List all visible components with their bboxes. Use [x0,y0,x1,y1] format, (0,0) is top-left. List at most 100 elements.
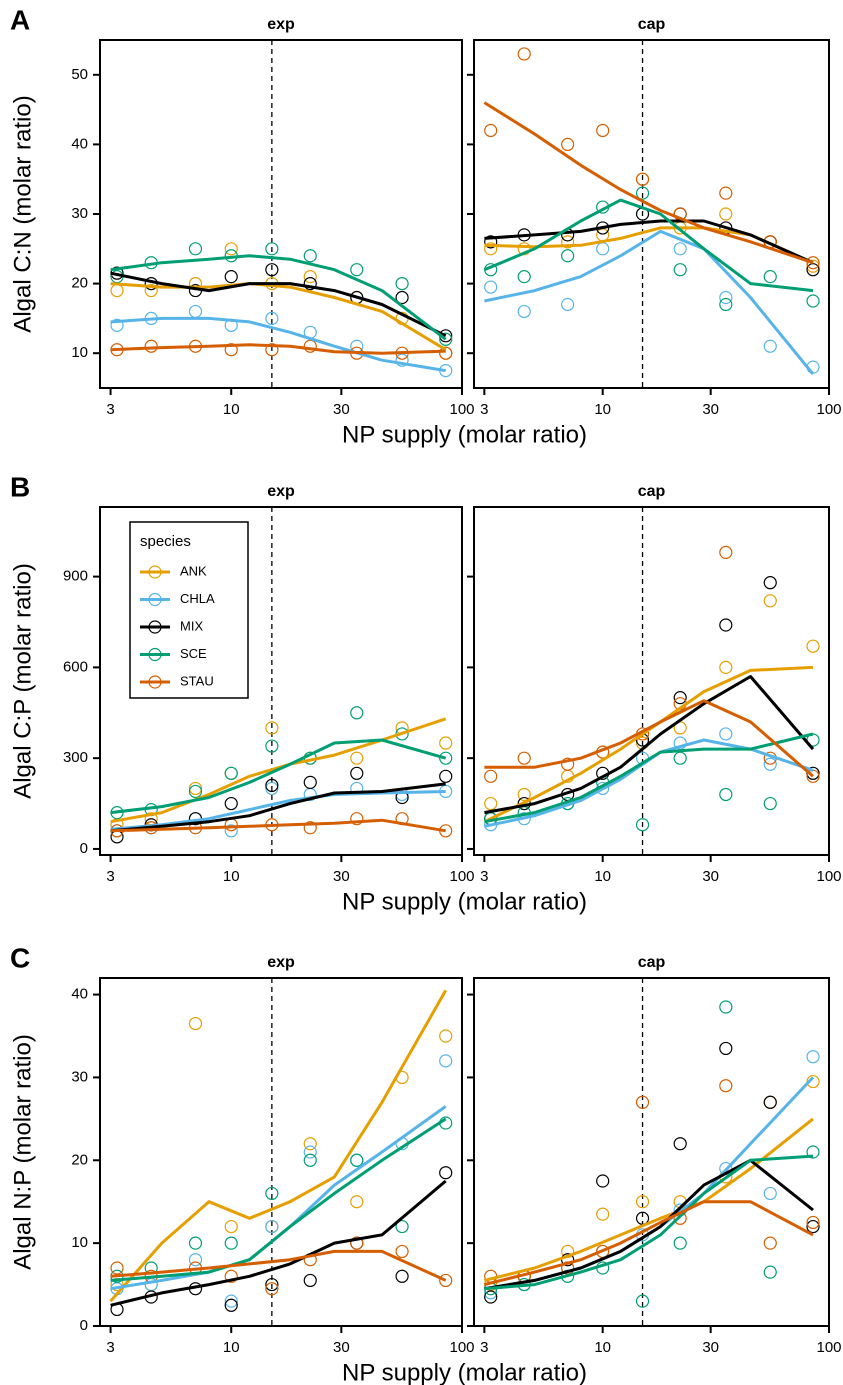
point [806,256,820,270]
fit-line [110,1117,447,1282]
x-tick-label: 3 [480,868,488,885]
point [188,242,203,256]
legend-label: CHLA [180,591,215,606]
point [561,297,575,312]
point [224,1294,238,1308]
legend-marker [148,565,162,579]
fit-line [484,1076,815,1291]
point [596,242,610,256]
y-tick-label: 20 [71,1151,88,1168]
point [395,1269,409,1283]
point [110,1261,124,1275]
point [110,318,124,332]
fit-line [483,101,814,265]
fit-line [110,254,447,341]
y-tick-label: 30 [71,205,88,222]
point [395,1244,409,1259]
point [224,824,238,838]
fit-line [484,229,815,376]
panel-frame [473,39,830,389]
point [350,1153,364,1167]
point [719,1079,733,1093]
point [188,1253,203,1267]
panel: 10 20 30 40 50 3 10 30 100 exp A Algal C:N (molar r… [9,4,587,448]
plot-area [484,1000,820,1308]
point [763,339,777,353]
x-tick-label: 3 [480,1339,488,1356]
fit-line [109,989,448,1303]
point [763,1095,777,1109]
legend-label: SCE [180,646,207,661]
point [806,769,820,783]
fit-line [110,782,446,833]
x-tick-label: 100 [449,1339,474,1356]
point [635,1095,650,1109]
point [673,1137,687,1151]
panel: 3 10 30 100 cap [467,954,842,1356]
fit-line [110,818,446,833]
point [719,290,733,305]
point [265,1277,279,1292]
point [188,1236,203,1250]
y-tick-label: 300 [63,749,88,766]
point [719,618,733,632]
point [561,757,575,771]
point [484,123,498,138]
legend-box [129,521,249,699]
x-tick-label: 10 [223,401,240,418]
point [439,346,453,360]
point [484,242,498,256]
point [439,1054,453,1068]
point [224,343,238,357]
y-tick-label: 900 [63,568,88,585]
x-tick-label: 30 [702,1339,719,1356]
y-tick-label: 50 [71,66,88,83]
point [561,235,575,249]
point [719,660,733,674]
x-tick-label: 3 [106,401,114,418]
point [719,1041,733,1056]
legend-marker [148,647,162,662]
plot-area [483,47,820,376]
x-tick-label: 30 [333,1339,350,1356]
point [517,270,531,284]
point [517,242,531,256]
point [719,297,733,312]
point [303,775,317,789]
point [350,751,364,765]
point [635,818,650,832]
point [224,1298,238,1312]
point [224,766,238,780]
point [596,1174,610,1188]
x-tick-label: 30 [702,868,719,885]
point [561,249,575,263]
point [806,259,820,273]
point [350,766,364,780]
point [806,639,820,653]
point [673,751,687,765]
y-tick-label: 10 [71,344,88,361]
y-tick-label: 20 [71,275,88,292]
x-tick-label: 100 [816,401,841,418]
point [303,1273,317,1288]
point [673,242,687,256]
y-tick-label: 600 [63,658,88,675]
y-tick-label: 0 [80,840,88,857]
strip-label: cap [638,954,666,971]
panel-letter: B [10,471,30,502]
fit-line [110,343,446,355]
panel-frame [99,506,463,856]
fit-line [484,699,814,778]
panel-letter: A [10,4,30,35]
point [303,249,317,263]
x-tick-label: 3 [106,868,114,885]
x-tick-label: 100 [449,868,474,885]
point [303,270,317,284]
panel-frame [473,506,830,856]
legend-marker [148,592,162,607]
point [484,769,498,783]
point [719,186,733,200]
point [188,1016,203,1031]
point [224,1219,238,1234]
plot-area [110,242,453,378]
